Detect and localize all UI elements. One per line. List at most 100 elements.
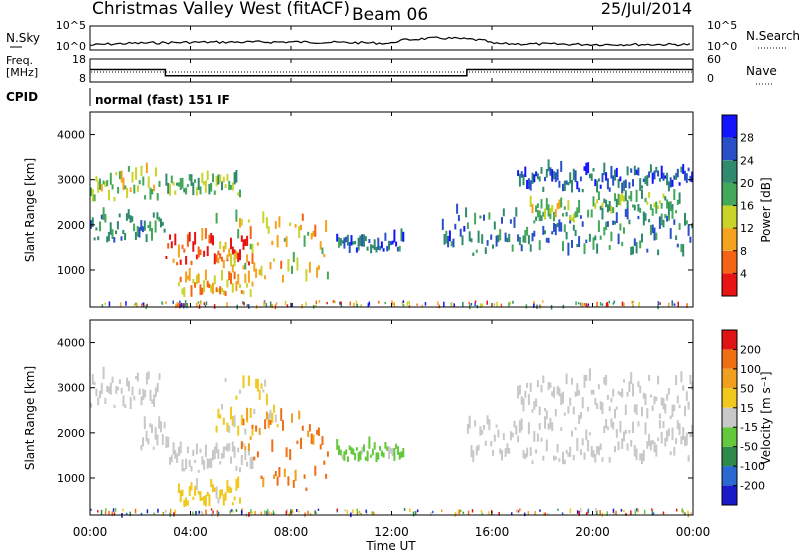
- heatmap-cell: [203, 302, 206, 306]
- heatmap-cell: [689, 432, 692, 438]
- heatmap-cell: [639, 207, 642, 213]
- heatmap-cell: [264, 275, 267, 280]
- heatmap-cell: [624, 429, 627, 435]
- heatmap-cell: [235, 250, 238, 259]
- heatmap-cell: [179, 178, 182, 190]
- heatmap-cell: [601, 207, 604, 220]
- heatmap-cell: [601, 457, 604, 462]
- heatmap-cell: [504, 232, 507, 242]
- heatmap-cell: [250, 509, 252, 514]
- x-tick-label: 12:00: [374, 525, 409, 539]
- heatmap-cell: [221, 404, 223, 410]
- heatmap-cell: [666, 394, 669, 401]
- heatmap-cell: [97, 510, 99, 513]
- heatmap-cell: [540, 167, 543, 174]
- heatmap-cell: [336, 233, 339, 242]
- heatmap-cell: [630, 168, 633, 173]
- heatmap-cell: [483, 214, 485, 221]
- heatmap-cell: [391, 240, 394, 245]
- heatmap-cell: [160, 421, 162, 433]
- heatmap-cell: [151, 189, 154, 195]
- heatmap-cell: [529, 195, 532, 207]
- heatmap-cell: [632, 179, 634, 187]
- heatmap-cell: [298, 225, 301, 238]
- colorbar-tick-label: 12: [740, 222, 754, 235]
- heatmap-cell: [315, 300, 318, 305]
- heatmap-cell: [170, 241, 173, 249]
- heatmap-cell: [135, 376, 138, 380]
- heatmap-cell: [175, 303, 177, 309]
- heatmap-cell: [270, 512, 272, 515]
- heatmap-cell: [117, 187, 120, 194]
- freq-label: Freq.: [6, 54, 33, 67]
- heatmap-cell: [563, 180, 566, 191]
- heatmap-cell: [474, 420, 477, 427]
- heatmap-cell: [641, 233, 643, 243]
- heatmap-cell: [471, 509, 474, 513]
- heatmap-cell: [642, 449, 645, 462]
- heatmap-cell: [544, 407, 546, 412]
- heatmap-cell: [386, 446, 389, 451]
- heatmap-cell: [547, 237, 550, 244]
- heatmap-cell: [129, 396, 132, 410]
- heatmap-cell: [356, 303, 358, 307]
- heatmap-cell: [529, 180, 532, 191]
- heatmap-cell: [133, 223, 136, 232]
- heatmap-cell: [658, 413, 661, 419]
- heatmap-cell: [630, 191, 633, 202]
- heatmap-cell: [174, 450, 177, 459]
- heatmap-cell: [116, 221, 119, 230]
- heatmap-cell: [680, 166, 683, 173]
- heatmap-cell: [536, 173, 539, 180]
- heatmap-cell: [657, 170, 660, 177]
- colorbar-swatch: [722, 250, 737, 274]
- heatmap-cell: [637, 421, 640, 427]
- heatmap-cell: [176, 262, 179, 266]
- heatmap-cell: [612, 302, 615, 305]
- heatmap-cell: [152, 446, 155, 450]
- heatmap-cell: [350, 235, 353, 246]
- heatmap-cell: [237, 425, 240, 436]
- heatmap-cell: [176, 182, 179, 186]
- heatmap-cell: [344, 509, 346, 512]
- heatmap-cell: [553, 455, 555, 461]
- heatmap-cell: [606, 511, 608, 516]
- heatmap-cell: [557, 508, 559, 511]
- heatmap-cell: [204, 228, 207, 239]
- heatmap-cell: [581, 397, 584, 409]
- heatmap-cell: [147, 224, 150, 229]
- heatmap-cell: [660, 431, 663, 444]
- heatmap-cell: [628, 182, 631, 189]
- heatmap-cell: [597, 220, 600, 232]
- heatmap-cell: [547, 204, 550, 217]
- heatmap-cell: [239, 249, 241, 261]
- colorbar-swatch: [722, 446, 737, 467]
- heatmap-cell: [144, 390, 147, 398]
- heatmap-cell: [520, 244, 523, 252]
- heatmap-cell: [194, 231, 197, 245]
- heatmap-cell: [621, 388, 624, 398]
- heatmap-cell: [649, 440, 652, 451]
- heatmap-cell: [658, 420, 661, 429]
- heatmap-cell: [231, 283, 234, 293]
- heatmap-cell: [608, 187, 611, 192]
- heatmap-cell: [104, 397, 107, 404]
- heatmap-cell: [265, 411, 268, 420]
- heatmap-cell: [243, 302, 245, 306]
- heatmap-cell: [312, 230, 315, 237]
- heatmap-cell: [134, 232, 137, 240]
- heatmap-cell: [147, 371, 150, 380]
- heatmap-cell: [630, 246, 633, 256]
- heatmap-cell: [623, 180, 625, 191]
- freq-tick-high: 18: [72, 53, 86, 66]
- heatmap-cell: [173, 512, 175, 517]
- heatmap-cell: [615, 198, 618, 208]
- heatmap-cell: [644, 393, 647, 406]
- heatmap-cell: [244, 446, 247, 450]
- heatmap-cell: [682, 385, 685, 391]
- nsearch-tick-low: 10^0: [707, 40, 737, 53]
- heatmap-cell: [596, 180, 599, 193]
- heatmap-cell: [402, 304, 405, 307]
- heatmap-cell: [524, 512, 526, 517]
